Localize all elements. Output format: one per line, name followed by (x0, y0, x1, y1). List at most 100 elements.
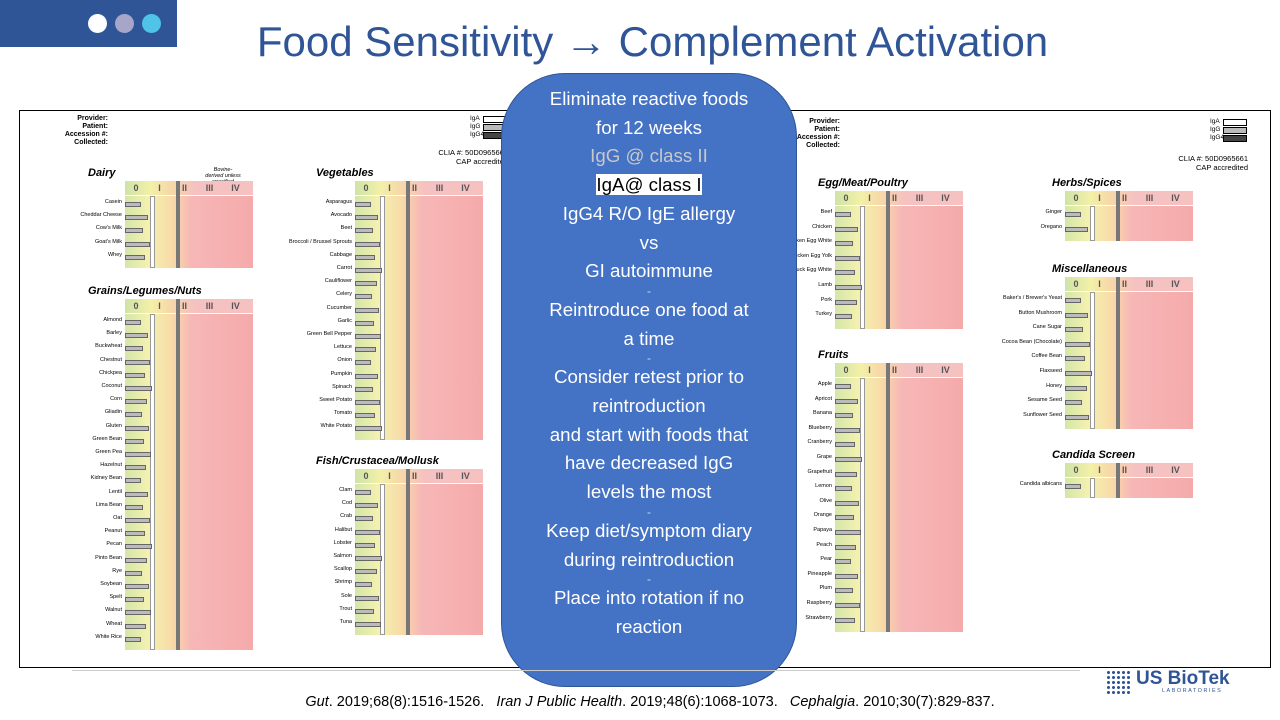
food-label: Celery (336, 291, 352, 298)
legend-iga: IgA (470, 115, 480, 122)
food-label: Beef (820, 209, 832, 215)
food-label: Pear (820, 556, 832, 563)
igg-bar (355, 595, 379, 601)
class-label: III (915, 193, 924, 203)
class-header: 0 I II III IV (1065, 463, 1193, 477)
igg-bar (125, 425, 149, 431)
igg-bar (835, 442, 855, 448)
igg-bar (355, 490, 371, 495)
food-label: Soybean (100, 581, 122, 587)
class-zones (125, 196, 253, 268)
food-label: Cod (341, 500, 352, 507)
igg-bar (835, 314, 852, 320)
corner-accent-block (0, 0, 177, 47)
food-label: Scallop (333, 566, 352, 573)
iga-cutoff-line (1090, 478, 1095, 498)
igg-bar (125, 254, 145, 260)
food-label: Whey (107, 251, 122, 258)
igg-bar (125, 241, 150, 247)
igg-bar (835, 500, 859, 506)
igg-bar (125, 438, 144, 444)
igg-bar (835, 530, 861, 535)
igg-bar (125, 333, 148, 339)
food-label: Cow's Milk (95, 225, 122, 232)
class-label: II (181, 301, 187, 311)
citation: Gut. 2019;68(8):1516-1526. Iran J Public… (0, 694, 1280, 710)
igg-bar (355, 582, 372, 588)
class-label: IV (941, 365, 950, 375)
iga-cutoff-line (860, 378, 865, 633)
igg-bar (125, 610, 151, 616)
igg-cutoff-line (176, 299, 180, 650)
igg-bar (835, 603, 860, 608)
class-label: IV (1171, 465, 1180, 475)
class-header: 0 I II III IV (1065, 277, 1193, 291)
bubble-line: for 12 weeks (596, 116, 702, 138)
igg-bar (835, 270, 855, 276)
food-label: Corn (110, 396, 122, 403)
clia-text: CLIA #: 50D0965661 (438, 148, 508, 157)
food-group-title: Egg/Meat/Poultry (818, 177, 908, 189)
class-label: 0 (363, 471, 369, 481)
food-label: Halibut (334, 526, 352, 533)
food-label: Sole (340, 592, 352, 599)
food-label: Lettuce (333, 344, 352, 351)
patient-label: Patient: (82, 123, 108, 130)
igg-cutoff-line (886, 363, 890, 633)
citation-ref-1: . 2019;68(8):1516-1526. (328, 694, 485, 710)
citation-ref-2: . 2019;48(6):1068-1073. (622, 694, 778, 710)
igg-bar (125, 386, 152, 391)
food-label: Grape (816, 454, 832, 460)
food-label: Pecan (106, 541, 122, 548)
class-label: IV (231, 183, 240, 193)
bubble-line: vs (639, 231, 659, 253)
food-label: Pineapple (807, 570, 832, 577)
igg-bar (355, 516, 373, 522)
igg-bar (835, 427, 860, 433)
class-label: I (388, 183, 391, 193)
food-label: Plum (819, 585, 832, 592)
legend-iga-right: IgA (1210, 118, 1220, 125)
food-label: Banana (813, 410, 832, 417)
bubble-line: Consider retest prior to (553, 366, 745, 388)
food-label: Buckwheat (95, 343, 122, 350)
food-label: Papaya (813, 527, 832, 533)
bubble-separator: - (647, 504, 651, 519)
igg-bar (355, 347, 376, 353)
igg-bar (125, 202, 141, 207)
igg-bar (125, 228, 143, 234)
bubble-separator: - (647, 283, 651, 298)
class-label: 0 (133, 183, 139, 193)
class-label: I (1098, 279, 1101, 289)
class-label: III (205, 301, 214, 311)
food-label: White Potato (320, 423, 353, 430)
bubble-line: Place into rotation if no (553, 587, 745, 609)
food-group-title: Vegetables (316, 167, 374, 179)
igg-bar (355, 202, 371, 207)
class-header: 0 I II III IV (1065, 191, 1193, 205)
igg-bar (125, 346, 143, 352)
bubble-line: reintroduction (592, 395, 706, 417)
legend-igg4: IgG4 (470, 131, 485, 138)
accession-label: Accession #: (64, 131, 108, 138)
class-label: II (181, 183, 187, 193)
bubble-text: Eliminate reactive foods for 12 weeks IgG … (502, 85, 796, 642)
igg-bar (835, 255, 860, 261)
igg-bar (835, 471, 857, 477)
iga-cutoff-line (860, 206, 865, 329)
food-label: Orange (813, 512, 832, 519)
igg-bar (125, 584, 149, 589)
food-label: Kidney Bean (90, 475, 122, 482)
legend-igg-swatch-right (1223, 127, 1247, 134)
food-label: Walnut (105, 607, 122, 614)
class-label: III (1145, 193, 1154, 203)
food-label: Spelt (109, 594, 122, 601)
class-label: II (891, 365, 897, 375)
food-label: Garlic (337, 317, 352, 324)
class-header: 0 I II III IV (835, 363, 963, 377)
food-label: Green Bell Pepper (306, 331, 352, 337)
legend-iga-swatch-right (1223, 119, 1247, 126)
food-label: Shrimp (334, 579, 352, 586)
food-group-title: Miscellaneous (1052, 263, 1128, 275)
food-label: Broccoli / Brussel Sprouts (289, 238, 352, 245)
